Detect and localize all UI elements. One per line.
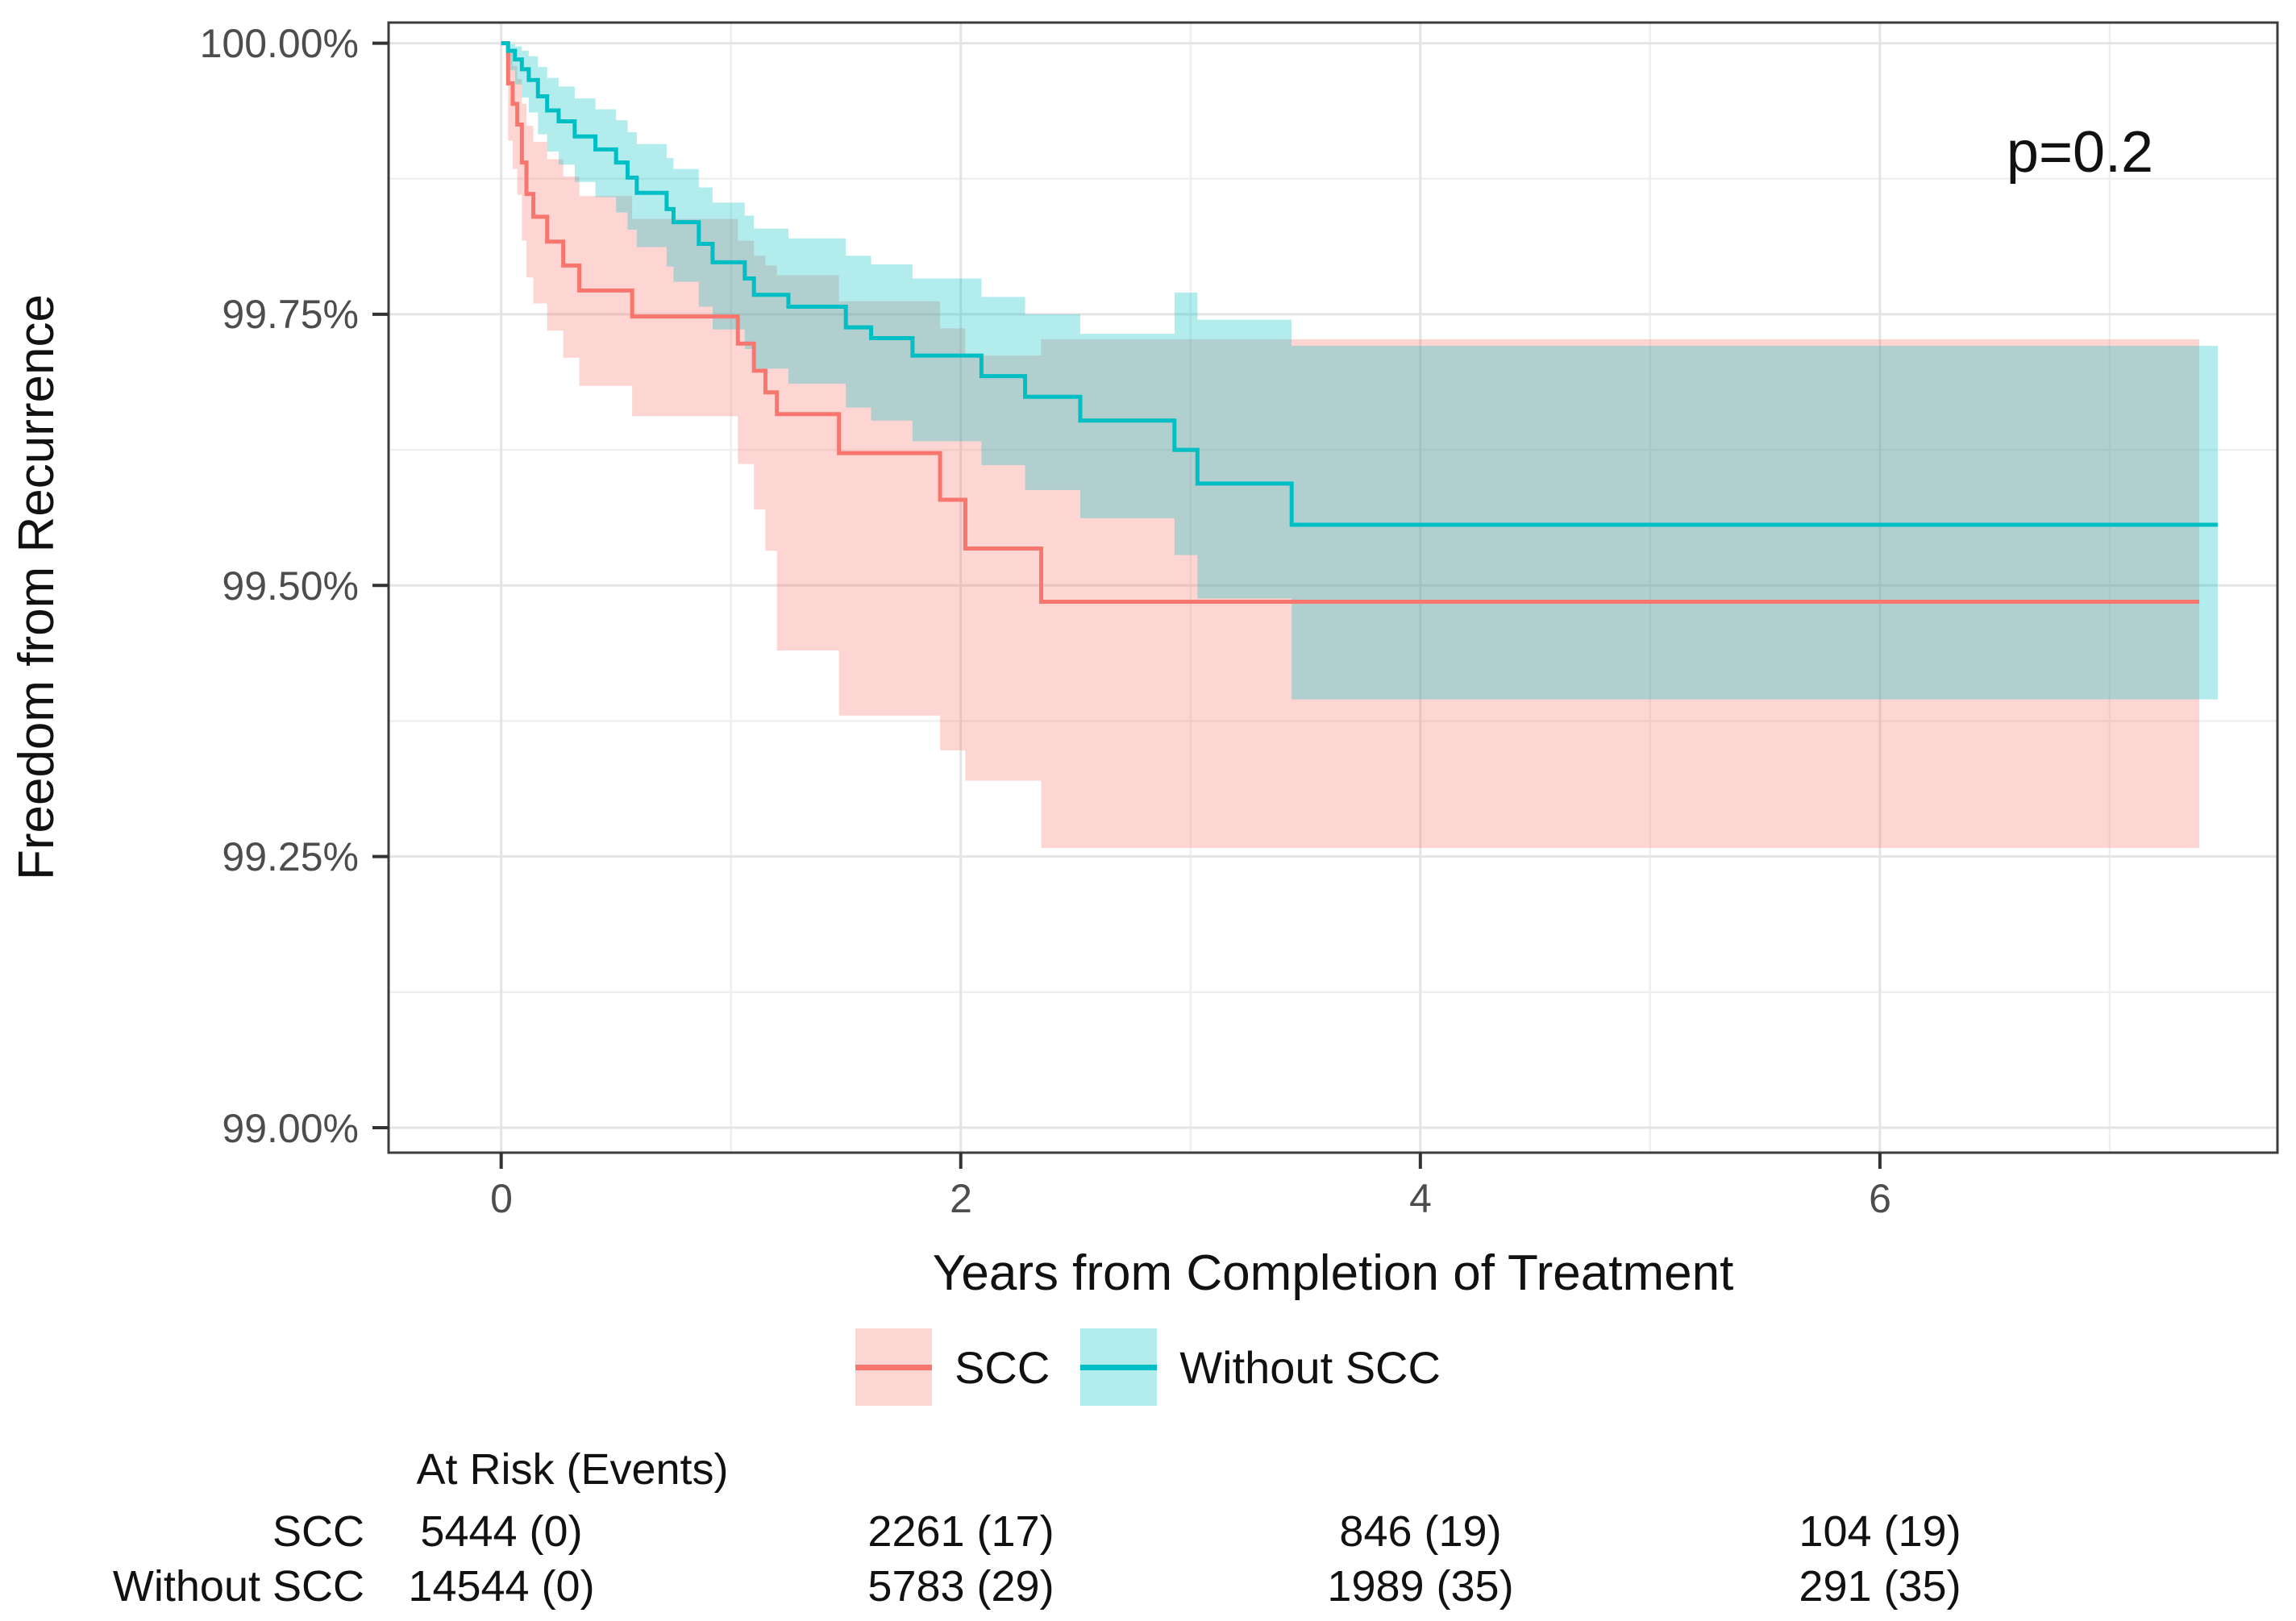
y-tick-label-100.00: 100.00% <box>199 21 359 66</box>
x-tick-label-0: 0 <box>490 1176 513 1221</box>
y-tick-label-99.75: 99.75% <box>222 292 359 337</box>
axis-ticks-layer <box>372 41 1882 1169</box>
risk-value: 104 (19) <box>1799 1507 1961 1556</box>
y-axis-title: Freedom from Recurrence <box>8 294 64 881</box>
y-tick-label-99.50: 99.50% <box>222 563 359 609</box>
confidence-ribbon-without-scc <box>501 43 2218 700</box>
x-tick-label-4: 4 <box>1409 1176 1432 1221</box>
panel-background <box>389 23 2277 1153</box>
p-value-annotation: p=0.2 <box>2006 120 2154 185</box>
confidence-ribbon-scc <box>501 43 2200 848</box>
risk-row-label-without-scc: Without SCC <box>112 1562 364 1611</box>
legend-item-scc: SCC <box>855 1328 1050 1406</box>
y-axis-title-box: Freedom from Recurrence <box>5 23 68 1153</box>
survival-curve-without-scc <box>501 41 2218 527</box>
legend: SCC Without SCC <box>0 1328 2296 1406</box>
y-tick-label-99.00: 99.00% <box>222 1106 359 1151</box>
legend-line-without-scc-icon <box>1080 1365 1158 1370</box>
legend-item-without-scc: Without SCC <box>1080 1328 1441 1406</box>
x-axis-title: Years from Completion of Treatment <box>932 1245 1734 1301</box>
grid-minor-layer <box>389 23 2277 1153</box>
legend-swatch-scc <box>855 1328 933 1406</box>
risk-value: 5444 (0) <box>420 1507 583 1556</box>
risk-value: 5783 (29) <box>867 1562 1054 1611</box>
risk-row-label-scc: SCC <box>272 1507 364 1556</box>
legend-swatch-without-scc <box>1080 1328 1158 1406</box>
x-tick-label-2: 2 <box>950 1176 972 1221</box>
risk-value: 2261 (17) <box>867 1507 1054 1556</box>
grid-major-layer <box>389 23 2277 1153</box>
risk-table-title: At Risk (Events) <box>416 1445 729 1494</box>
risk-value: 14544 (0) <box>408 1562 595 1611</box>
risk-value: 291 (35) <box>1799 1562 1961 1611</box>
legend-label-without-scc: Without SCC <box>1179 1341 1441 1393</box>
x-tick-label-6: 6 <box>1869 1176 1891 1221</box>
risk-value: 1989 (35) <box>1327 1562 1514 1611</box>
legend-label-scc: SCC <box>955 1341 1050 1393</box>
panel-border <box>387 21 2279 1154</box>
legend-line-scc-icon <box>855 1365 933 1370</box>
y-tick-label-99.25: 99.25% <box>222 834 359 879</box>
risk-value: 846 (19) <box>1339 1507 1502 1556</box>
survival-curve-scc <box>501 41 2200 604</box>
